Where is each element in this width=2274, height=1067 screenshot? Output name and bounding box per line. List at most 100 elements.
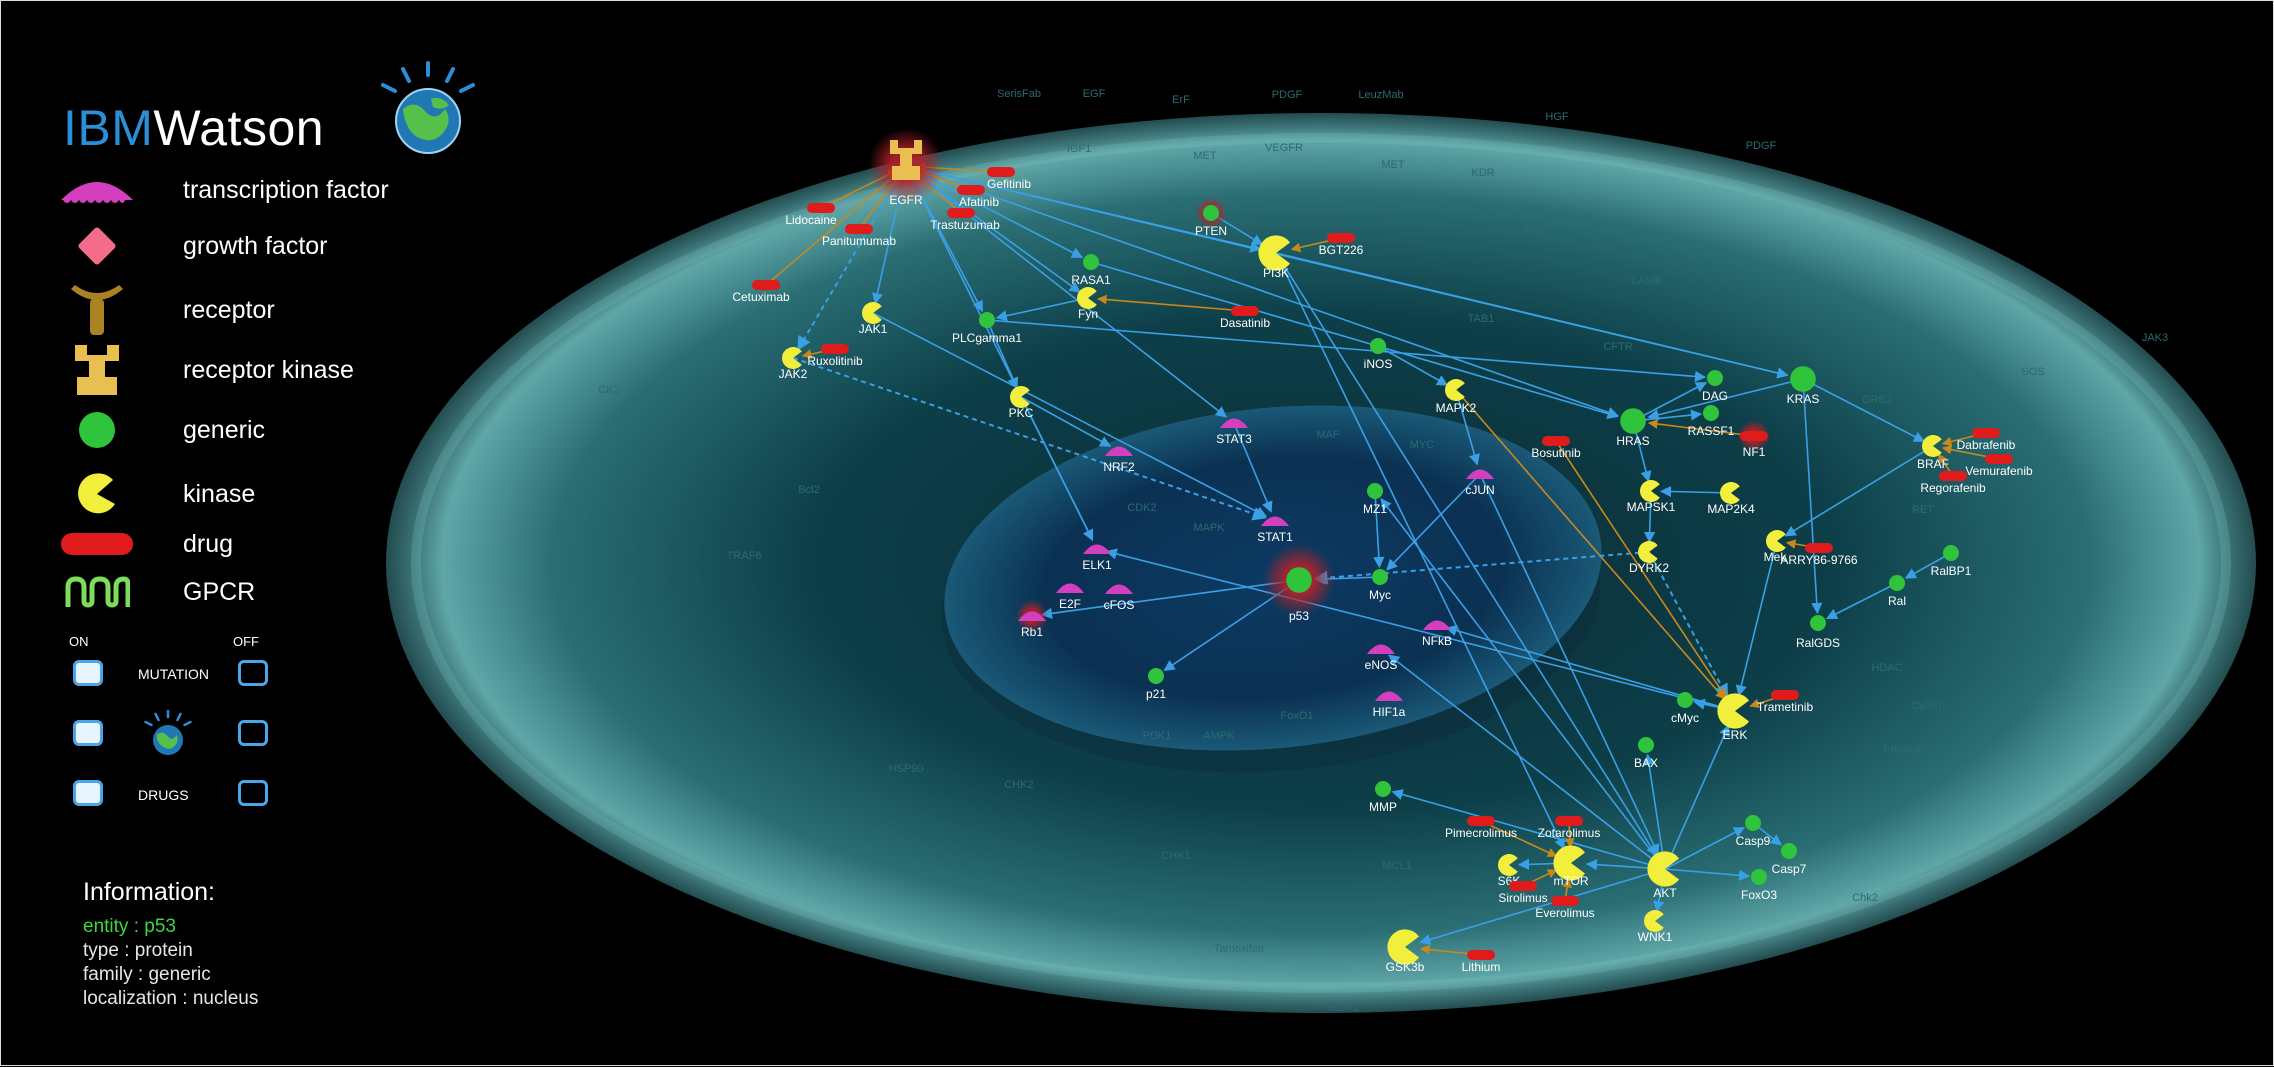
watson-on-toggle[interactable] (73, 720, 103, 746)
legend-label: GPCR (183, 577, 256, 606)
node-gefitinib[interactable]: Gefitinib (987, 167, 1031, 191)
transcription-factor-icon (1466, 469, 1494, 479)
node-label: Lidocaine (785, 213, 837, 227)
legend-gpcr: GPCR (57, 567, 255, 617)
node-braf[interactable]: BRAF (1917, 435, 1949, 471)
node-trastuzumab[interactable]: Trastuzumab (930, 208, 1000, 232)
generic-icon (57, 405, 137, 455)
node-enos[interactable]: eNOS (1365, 644, 1398, 673)
background-entity-label: JAK3 (2142, 332, 2168, 344)
node-foxo3[interactable]: FoxO3 (1741, 869, 1777, 902)
drugs-off-toggle[interactable] (238, 780, 268, 806)
node-akt[interactable]: AKT (1647, 851, 1680, 900)
edge-akt-enos (1388, 654, 1666, 870)
node-pkc[interactable]: PKC (1009, 386, 1034, 420)
node-label: Mek (1764, 550, 1788, 564)
node-dabrafenib[interactable]: Dabrafenib (1957, 428, 2016, 452)
node-elk1[interactable]: ELK1 (1082, 544, 1112, 573)
node-vemurafenib[interactable]: Vemurafenib (1965, 454, 2033, 478)
node-mtor[interactable]: mTOR (1553, 845, 1589, 888)
node-sirolimus[interactable]: Sirolimus (1498, 881, 1548, 905)
node-cmyc[interactable]: cMyc (1671, 692, 1699, 725)
watson-off-toggle[interactable] (238, 720, 268, 746)
drug-icon (1467, 950, 1495, 960)
node-bgt226[interactable]: BGT226 (1319, 233, 1364, 257)
background-entity-label: PIK3CA (1883, 744, 1923, 756)
node-pi3k[interactable]: PI3K (1258, 235, 1291, 280)
node-erk[interactable]: ERK (1717, 693, 1750, 742)
node-azd[interactable]: ARRY86-9766 (1780, 543, 1858, 567)
node-stat1[interactable]: STAT1 (1257, 516, 1293, 545)
node-e2f[interactable]: E2F (1056, 583, 1084, 612)
node-afatinib[interactable]: Afatinib (957, 185, 999, 209)
node-bax[interactable]: BAX (1634, 737, 1658, 770)
node-dag[interactable]: DAG (1702, 370, 1728, 403)
node-wnk1[interactable]: WNK1 (1638, 910, 1673, 944)
node-zotarolimus[interactable]: Zotarolimus (1538, 816, 1601, 840)
node-ralbp1[interactable]: RalBP1 (1931, 545, 1972, 578)
node-mz1[interactable]: MZ1 (1363, 483, 1387, 516)
drug-icon (1805, 543, 1833, 553)
node-nfkb[interactable]: NFkB (1422, 620, 1452, 649)
node-panitumumab[interactable]: Panitumumab (822, 224, 896, 248)
node-label: MZ1 (1363, 502, 1387, 516)
node-regorafenib[interactable]: Regorafenib (1920, 471, 1986, 495)
legend-kinase: kinase (57, 469, 255, 519)
node-kras[interactable]: KRAS (1787, 366, 1820, 406)
background-entity-label: TAB1 (1468, 313, 1495, 325)
node-lidocaine[interactable]: Lidocaine (785, 203, 837, 227)
node-lithium[interactable]: Lithium (1462, 950, 1501, 974)
node-label: RalGDS (1796, 636, 1840, 650)
node-pimecrolimus[interactable]: Pimecrolimus (1445, 816, 1517, 840)
node-p53[interactable]: p53 (1263, 544, 1335, 623)
node-nrf2[interactable]: NRF2 (1103, 446, 1135, 475)
kinase-icon (1638, 541, 1658, 563)
node-label: p21 (1146, 687, 1166, 701)
background-entity-label: HSP90 (889, 763, 924, 775)
node-cfos[interactable]: cFOS (1104, 584, 1135, 613)
node-trametinib[interactable]: Trametinib (1757, 690, 1814, 714)
node-ralgds[interactable]: RalGDS (1796, 615, 1840, 650)
entity-nodes[interactable]: EGFR Gefitinib Afatinib Trastuzumab Lidocain… (732, 128, 2033, 974)
node-map2k4[interactable]: MAP2K4 (1707, 482, 1755, 516)
node-dasatinib[interactable]: Dasatinib (1220, 306, 1270, 330)
node-cjun[interactable]: cJUN (1465, 469, 1495, 498)
node-pten[interactable]: PTEN (1195, 197, 1227, 238)
node-rassf1[interactable]: RASSF1 (1688, 405, 1735, 438)
node-mapk2[interactable]: MAPK2 (1436, 379, 1477, 415)
node-jak2[interactable]: JAK2 (779, 347, 808, 381)
node-rb1[interactable]: Rb1 (1016, 600, 1048, 639)
mutation-off-toggle[interactable] (238, 660, 268, 686)
node-mmp[interactable]: MMP (1369, 781, 1397, 814)
node-hras[interactable]: HRAS (1616, 408, 1650, 448)
node-casp9[interactable]: Casp9 (1736, 815, 1771, 848)
node-plcgamma1[interactable]: PLCgamma1 (952, 312, 1022, 345)
node-jak1[interactable]: JAK1 (859, 302, 888, 336)
node-rasa1[interactable]: RASA1 (1071, 254, 1111, 287)
node-fyn[interactable]: Fyn (1077, 287, 1098, 321)
info-localization: localization : nucleus (83, 988, 259, 1009)
background-entity-label: FLK (1524, 226, 1545, 238)
background-entity-label: AMPK (1203, 730, 1235, 742)
mutation-on-toggle[interactable] (73, 660, 103, 686)
node-mek[interactable]: Mek (1764, 530, 1788, 564)
node-ral[interactable]: Ral (1888, 575, 1906, 608)
node-hif1a[interactable]: HIF1a (1373, 691, 1406, 720)
node-ruxolitinib[interactable]: Ruxolitinib (807, 344, 863, 368)
node-dyrk2[interactable]: DYRK2 (1629, 541, 1669, 575)
node-casp7[interactable]: Casp7 (1772, 843, 1807, 876)
node-cetuximab[interactable]: Cetuximab (732, 280, 790, 304)
node-myc[interactable]: Myc (1369, 569, 1391, 602)
node-egfr[interactable]: EGFR (868, 128, 944, 207)
node-everolimus[interactable]: Everolimus (1535, 896, 1595, 920)
node-label: EGFR (889, 193, 923, 207)
node-bosutinib[interactable]: Bosutinib (1531, 436, 1581, 460)
drugs-on-toggle[interactable] (73, 780, 103, 806)
node-nf1[interactable]: NF1 (1738, 420, 1770, 459)
node-inos[interactable]: iNOS (1364, 338, 1393, 371)
node-mapsk1[interactable]: MAPSK1 (1627, 480, 1676, 514)
node-p21[interactable]: p21 (1146, 668, 1166, 701)
node-gsk3b[interactable]: GSK3b (1386, 929, 1425, 974)
node-stat3[interactable]: STAT3 (1216, 418, 1252, 447)
